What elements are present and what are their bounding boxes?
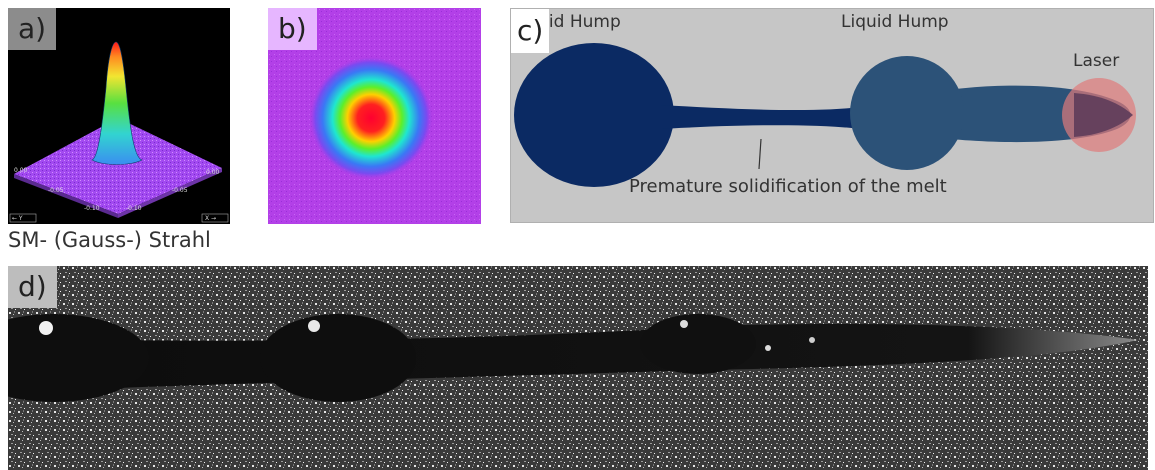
laser-label: Laser <box>1073 51 1120 71</box>
plane-surface <box>14 118 222 214</box>
solidified-neck <box>661 105 861 129</box>
beam-spot <box>309 56 433 180</box>
humping-schematic <box>514 43 1136 187</box>
panel-b-beam-profile: b) <box>268 8 481 224</box>
gaussian-3d-plot: 0.00 -0.05 -0.10 -0.10 -0.05 0.00 ← Y X … <box>9 41 229 223</box>
beam-profile-image <box>268 8 481 224</box>
tick-label: 0.00 <box>14 167 28 174</box>
gaussian-peak <box>91 41 143 165</box>
panel-b-tag: b) <box>268 8 317 50</box>
pointer-line <box>758 138 762 170</box>
hump-1 <box>8 314 149 402</box>
liquid-hump-label: Liquid Hump <box>841 12 949 32</box>
liquid-hump-shape <box>850 56 964 170</box>
tick-label: -0.10 <box>126 205 142 212</box>
hump-2 <box>260 314 416 402</box>
hump-3 <box>640 314 756 374</box>
panel-c-humping-schematic: Solid Hump Liquid Hump Laser Premature s… <box>510 8 1154 223</box>
tick-label: -0.05 <box>172 187 188 194</box>
panel-c-tag: c) <box>511 9 550 53</box>
premature-solidification-label: Premature solidification of the melt <box>629 176 947 197</box>
weld-seam-photo <box>8 266 1148 470</box>
tick-label: 0.00 <box>206 169 220 176</box>
tick-label: -0.10 <box>84 205 100 212</box>
panel-a-gaussian-3d: 0.00 -0.05 -0.10 -0.10 -0.05 0.00 ← Y X … <box>8 8 230 224</box>
panel-d-tag: d) <box>8 266 57 308</box>
tick-label: -0.05 <box>48 187 64 194</box>
solid-hump-shape <box>514 43 674 187</box>
axis-label-y: ← Y <box>12 215 23 222</box>
panel-d-weld-photo: d) <box>8 266 1148 470</box>
axis-label-x: X → <box>205 215 216 222</box>
panel-a-caption: SM- (Gauss-) Strahl <box>8 228 211 252</box>
panel-a-tag: a) <box>8 8 57 50</box>
